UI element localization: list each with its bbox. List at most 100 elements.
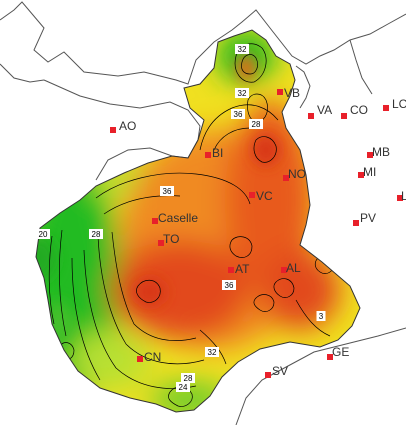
contour-value-c28-south: 28 bbox=[181, 373, 195, 383]
city-label: AO bbox=[119, 119, 136, 133]
city-marker bbox=[327, 354, 333, 360]
city-label: CN bbox=[144, 350, 161, 364]
contour-value-c36-ossola: 36 bbox=[231, 109, 245, 119]
city-torino: TO bbox=[158, 232, 179, 246]
contour-line bbox=[136, 279, 161, 303]
contour-label-text: 36 bbox=[234, 110, 243, 119]
contour-line bbox=[247, 93, 268, 123]
contour-label-text: 32 bbox=[208, 348, 217, 357]
city-label: VB bbox=[284, 86, 300, 100]
contour-label-text: 36 bbox=[225, 281, 234, 290]
contour-line bbox=[273, 278, 295, 298]
contour-line bbox=[59, 229, 67, 337]
contour-line bbox=[95, 172, 251, 205]
contour-label-text: 28 bbox=[252, 120, 261, 129]
city-monza: MB bbox=[367, 145, 390, 159]
city-label: VA bbox=[317, 103, 332, 117]
city-label: VC bbox=[256, 189, 273, 203]
city-cuneo: CN bbox=[137, 350, 161, 364]
contour-value-c32-ossola: 32 bbox=[235, 88, 249, 98]
city-verbania: VB bbox=[277, 86, 300, 100]
region-outline bbox=[35, 29, 361, 413]
city-marker bbox=[205, 152, 211, 158]
city-label: AT bbox=[235, 262, 250, 276]
ligurian-coast-line bbox=[235, 327, 406, 425]
city-marker bbox=[152, 218, 158, 224]
contour-label-bg bbox=[89, 229, 103, 239]
contour-label-text: 28 bbox=[92, 230, 101, 239]
city-marker bbox=[367, 152, 373, 158]
contour-value-c28-ossola: 28 bbox=[249, 119, 263, 129]
lake-maggiore-shore bbox=[295, 65, 311, 109]
city-label: TO bbox=[163, 232, 179, 246]
city-marker bbox=[358, 172, 364, 178]
contour-label-bg bbox=[160, 186, 174, 196]
contour-line bbox=[48, 235, 55, 325]
contour-value-c32-north: 32 bbox=[235, 44, 249, 54]
contour-label-bg bbox=[231, 109, 245, 119]
city-label: PV bbox=[360, 211, 376, 225]
city-marker bbox=[281, 267, 287, 273]
city-asti: AT bbox=[228, 262, 250, 276]
contour-label-bg bbox=[316, 311, 326, 321]
contour-line bbox=[83, 249, 197, 389]
city-varese: VA bbox=[308, 103, 332, 119]
contour-line bbox=[199, 104, 279, 151]
contour-value-c24-south: 24 bbox=[176, 382, 190, 392]
contour-value-c36-canavese: 36 bbox=[160, 186, 174, 196]
contour-line bbox=[97, 235, 205, 365]
contour-line bbox=[241, 54, 258, 75]
city-marker bbox=[228, 267, 234, 273]
city-label: GE bbox=[332, 345, 349, 359]
city-label: LC bbox=[392, 97, 406, 111]
contour-line bbox=[253, 294, 275, 312]
city-label: MI bbox=[363, 165, 376, 179]
contour-value-c20-west: 20 bbox=[36, 229, 50, 239]
contour-label-text: 24 bbox=[179, 383, 188, 392]
contour-line bbox=[71, 257, 101, 381]
city-lodi: L bbox=[397, 189, 406, 203]
contour-line bbox=[213, 127, 251, 151]
city-label: CO bbox=[350, 103, 368, 117]
city-aosta: AO bbox=[110, 119, 136, 133]
city-genova: GE bbox=[327, 345, 349, 360]
city-lecco: LC bbox=[383, 97, 406, 111]
contour-line bbox=[229, 236, 253, 258]
contour-value-c32-southeast: 3 bbox=[316, 311, 326, 321]
city-label: BI bbox=[212, 146, 223, 160]
city-como: CO bbox=[341, 103, 368, 119]
contour-value-c36-south: 36 bbox=[222, 280, 236, 290]
city-marker bbox=[397, 195, 403, 201]
cities-layer: AO VA CO LC VB BI NO MB MI L VC PV Caselle TO AT AL GE SV… bbox=[110, 86, 406, 378]
city-marker bbox=[265, 372, 271, 378]
contour-label-text: 32 bbox=[238, 45, 247, 54]
contour-label-bg bbox=[235, 88, 249, 98]
aosta-valley-border bbox=[43, 79, 201, 181]
city-pavia: PV bbox=[353, 211, 376, 226]
city-savona: SV bbox=[265, 364, 288, 378]
city-marker bbox=[158, 240, 164, 246]
city-marker bbox=[283, 175, 289, 181]
city-caselle: Caselle bbox=[152, 211, 198, 225]
city-marker bbox=[383, 105, 389, 111]
contour-label-text: 20 bbox=[39, 230, 48, 239]
contour-label-bg bbox=[222, 280, 236, 290]
contour-line bbox=[295, 299, 331, 337]
city-label: SV bbox=[272, 364, 288, 378]
western-alps-border bbox=[0, 63, 45, 83]
city-milano: MI bbox=[358, 165, 376, 179]
contour-label-text: 28 bbox=[184, 374, 193, 383]
contour-label-bg bbox=[249, 119, 263, 129]
city-label: AL bbox=[286, 261, 301, 275]
city-marker bbox=[249, 192, 255, 198]
contour-label-bg bbox=[36, 229, 50, 239]
city-marker bbox=[308, 113, 314, 119]
city-marker bbox=[110, 127, 116, 133]
city-label: NO bbox=[288, 167, 306, 181]
contour-label-bg bbox=[235, 44, 249, 54]
contour-label-text: 32 bbox=[238, 89, 247, 98]
